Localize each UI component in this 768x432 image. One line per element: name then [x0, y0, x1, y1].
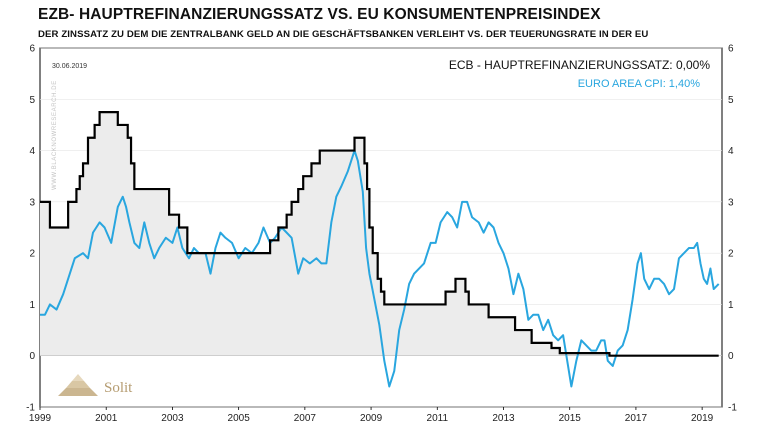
y-tick-label-right: 3 [728, 197, 734, 208]
x-tick-label: 2005 [228, 413, 251, 424]
date-label: 30.06.2019 [52, 63, 87, 70]
solit-logo: Solit [58, 374, 133, 396]
x-tick-label: 2007 [294, 413, 317, 424]
ecb-area-layer [40, 112, 722, 357]
chart-title: EZB- HAUPTREFINANZIERUNGSSATZ VS. EU KON… [38, 6, 601, 23]
cpi-series-line [40, 149, 720, 388]
legend-cpi: EURO AREA CPI: 1,40% [578, 78, 700, 90]
chart-subtitle: DER ZINSSATZ ZU DEM DIE ZENTRALBANK GELD… [38, 29, 649, 40]
series-lines [40, 111, 720, 388]
x-tick-label: 1999 [29, 413, 52, 424]
y-tick-label-left: 4 [29, 146, 35, 157]
axis-labels: -1 -1 0 0 1 1 2 2 3 3 4 4 5 5 6 6 1999 2001 2003 2005 2007 20… [26, 44, 737, 425]
pyramid-icon [58, 374, 98, 396]
y-tick-label-left: 6 [29, 44, 35, 55]
x-tick-label: 2003 [161, 413, 184, 424]
watermark-text: WWW.BLACKNOWRESEARCH.DE [52, 80, 58, 190]
x-tick-label: 2013 [492, 413, 515, 424]
y-tick-label-right: 5 [728, 95, 734, 106]
ecb-area-fill [40, 112, 719, 356]
y-tick-label-left: 5 [29, 95, 35, 106]
ecb-series-line [40, 111, 719, 357]
y-tick-label-right: 1 [728, 300, 734, 311]
legend-ecb: ECB - HAUPTREFINANZIERUNGSSATZ: 0,00% [449, 58, 710, 72]
y-tick-label-right: 0 [728, 351, 734, 362]
logo-text: Solit [104, 380, 133, 396]
y-tick-label-right: 6 [728, 44, 734, 55]
y-tick-label-left: 1 [29, 300, 35, 311]
x-tick-label: 2011 [427, 413, 449, 424]
y-tick-label-left: 2 [29, 249, 35, 260]
x-tick-label: 2019 [691, 413, 714, 424]
x-tick-label: 2001 [95, 413, 118, 424]
x-tick-label: 2015 [559, 413, 582, 424]
y-tick-label-right: -1 [728, 403, 737, 414]
x-tick-label: 2009 [360, 413, 383, 424]
y-tick-label-left: 3 [29, 197, 35, 208]
y-tick-label-right: 4 [728, 146, 734, 157]
y-tick-label-left: -1 [26, 403, 35, 414]
y-tick-label-left: 0 [29, 351, 35, 362]
y-tick-label-right: 2 [728, 249, 734, 260]
x-tick-label: 2017 [625, 413, 648, 424]
